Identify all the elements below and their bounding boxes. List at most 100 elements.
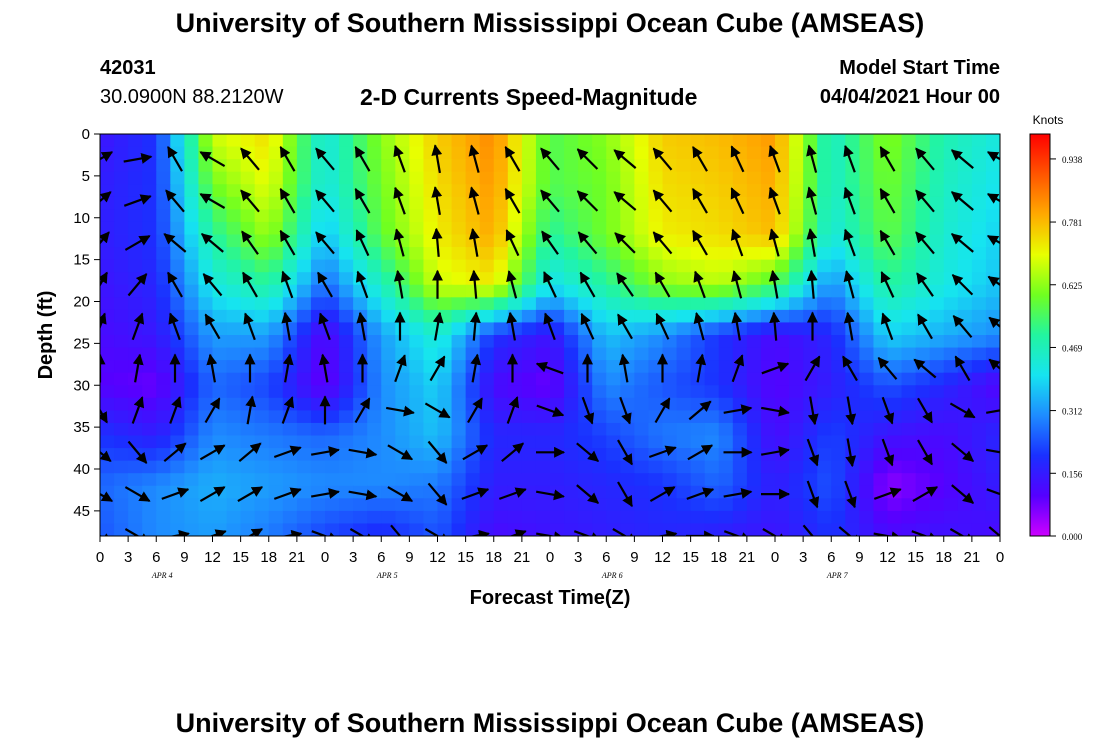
- heatmap-cell: [662, 234, 678, 248]
- current-vector: [536, 404, 565, 417]
- heatmap-cell: [831, 460, 846, 474]
- heatmap-cell: [226, 146, 242, 160]
- heatmap-cell: [451, 159, 467, 173]
- heatmap-cell: [100, 435, 115, 449]
- heatmap-cell: [676, 134, 692, 148]
- heatmap-cell: [437, 473, 453, 487]
- current-vector: [879, 187, 896, 214]
- current-vector: [467, 397, 483, 424]
- heatmap-cell: [437, 498, 453, 512]
- heatmap-cell: [170, 498, 185, 512]
- heatmap-cell: [142, 322, 157, 336]
- current-vector: [509, 529, 527, 536]
- current-vector: [504, 187, 521, 214]
- heatmap-cell: [212, 347, 228, 361]
- heatmap-cell: [775, 498, 790, 512]
- heatmap-cell: [789, 309, 804, 324]
- heatmap-cell: [775, 510, 790, 525]
- heatmap-cell: [817, 485, 832, 499]
- heatmap-cell: [662, 335, 678, 349]
- heatmap-cell: [789, 209, 804, 223]
- current-vector: [393, 144, 406, 173]
- heatmap-cell: [929, 322, 945, 336]
- heatmap-cell: [648, 510, 664, 525]
- heatmap-cell: [578, 510, 593, 525]
- heatmap-cell: [325, 322, 340, 336]
- heatmap-cell: [929, 347, 945, 361]
- heatmap-cell: [915, 473, 931, 487]
- heatmap-cell: [873, 510, 889, 525]
- heatmap-cell: [971, 485, 987, 499]
- heatmap-cell: [775, 247, 790, 261]
- heatmap-cell: [648, 523, 664, 536]
- heatmap-cell: [859, 259, 875, 273]
- heatmap-cell: [971, 335, 987, 349]
- heatmap-cell: [114, 410, 129, 424]
- heatmap-cell: [943, 284, 959, 298]
- heatmap-cell: [775, 473, 790, 487]
- heatmap-cell: [676, 473, 692, 487]
- heatmap-cell: [789, 385, 804, 399]
- heatmap-cell: [620, 209, 635, 223]
- heatmap-cell: [240, 385, 256, 399]
- x-tick-label: 12: [204, 549, 221, 566]
- heatmap-cell: [423, 347, 439, 361]
- heatmap-cell: [535, 209, 551, 223]
- heatmap-cell: [732, 209, 748, 223]
- heatmap-cell: [564, 347, 579, 361]
- current-vector: [355, 229, 370, 257]
- heatmap-cell: [198, 460, 214, 474]
- heatmap-cell: [184, 146, 200, 160]
- heatmap-cell: [521, 159, 537, 173]
- heatmap-cell: [929, 397, 945, 411]
- heatmap-cell: [310, 171, 326, 185]
- heatmap-cell: [929, 259, 945, 273]
- heatmap-cell: [817, 297, 832, 311]
- heatmap-cell: [493, 523, 509, 536]
- heatmap-cell: [704, 259, 720, 273]
- heatmap-cell: [381, 473, 396, 487]
- current-vector: [469, 311, 481, 341]
- heatmap-cell: [353, 171, 368, 185]
- heatmap-cell: [451, 146, 467, 160]
- heatmap-cell: [367, 272, 382, 286]
- heatmap-cell: [128, 247, 143, 261]
- heatmap-cell: [746, 322, 762, 336]
- heatmap-cell: [128, 297, 143, 311]
- current-vector: [913, 358, 937, 379]
- heatmap-cell: [817, 510, 832, 525]
- current-vector: [723, 530, 752, 536]
- heatmap-cell: [507, 134, 523, 148]
- heatmap-cell: [479, 272, 495, 286]
- heatmap-cell: [353, 347, 368, 361]
- heatmap-cell: [507, 171, 523, 185]
- heatmap-cell: [268, 184, 284, 198]
- heatmap-cell: [760, 322, 776, 336]
- heatmap-cell: [746, 510, 762, 525]
- heatmap-cell: [929, 335, 945, 349]
- heatmap-cell: [212, 297, 228, 311]
- heatmap-cell: [620, 297, 635, 311]
- heatmap-cell: [184, 410, 200, 424]
- heatmap-cell: [212, 171, 228, 185]
- heatmap-cell: [226, 347, 242, 361]
- heatmap-cell: [507, 422, 523, 437]
- current-vector: [616, 272, 634, 297]
- heatmap-cell: [310, 221, 326, 236]
- current-vector: [912, 486, 939, 503]
- heatmap-cell: [268, 385, 284, 399]
- current-vector: [579, 271, 596, 298]
- heatmap-cell: [465, 272, 481, 286]
- current-vector: [761, 405, 790, 417]
- heatmap-cell: [184, 435, 200, 449]
- current-vector: [802, 524, 823, 536]
- heatmap-cell: [395, 171, 410, 185]
- heatmap-cell: [578, 372, 593, 386]
- day-label: APR 7: [826, 571, 849, 580]
- heatmap-cell: [648, 297, 664, 311]
- heatmap-cell: [479, 448, 495, 462]
- heatmap-cell: [704, 209, 720, 223]
- heatmap-cell: [817, 410, 832, 424]
- heatmap-cell: [915, 347, 931, 361]
- heatmap-cell: [479, 297, 495, 311]
